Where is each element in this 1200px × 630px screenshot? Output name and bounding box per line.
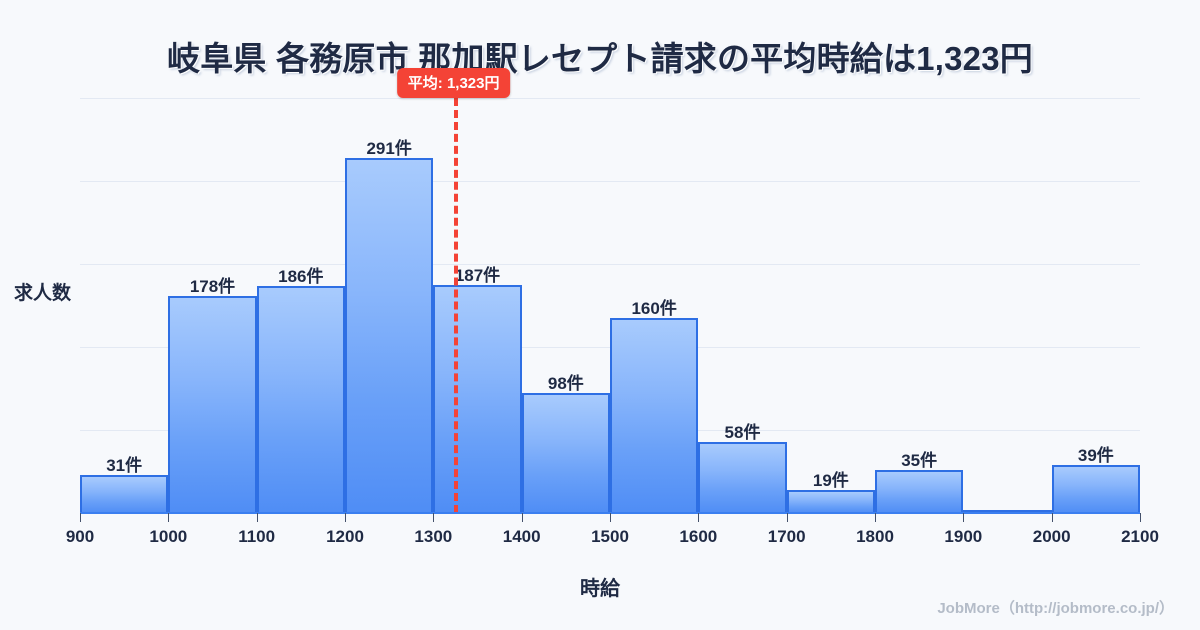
bar[interactable]: [256, 285, 345, 513]
bar-value-label: 187件: [454, 265, 501, 285]
x-tick-mark: [256, 513, 258, 522]
bar[interactable]: [168, 295, 257, 513]
bar[interactable]: [521, 393, 610, 513]
x-tick-label: 1200: [326, 527, 364, 546]
x-axis-title: 時給: [580, 578, 620, 600]
y-axis-title: 求人数: [14, 283, 72, 304]
x-tick-label: 2100: [1121, 527, 1159, 546]
x-tick-mark: [963, 513, 965, 522]
x-tick-mark: [345, 513, 346, 522]
x-tick-mark: [1140, 513, 1141, 522]
bar[interactable]: [963, 510, 1052, 513]
bar-value-label: 160件: [631, 298, 677, 318]
x-tick-mark: [875, 513, 876, 522]
bar-value-label: 31件: [106, 456, 143, 476]
bar[interactable]: [698, 442, 787, 513]
x-tick-label: 1900: [944, 527, 983, 546]
bar-value-label: 186件: [278, 266, 324, 286]
x-tick-label: 1700: [767, 527, 806, 546]
x-tick-label: 900: [65, 527, 95, 546]
bar-value-label: 19件: [812, 470, 849, 490]
bar[interactable]: [345, 157, 434, 513]
bar-value-label: 35件: [901, 451, 938, 471]
x-tick-label: 1100: [238, 527, 276, 546]
bar-value-label: 178件: [189, 276, 236, 296]
x-tick-mark: [521, 513, 523, 522]
bar[interactable]: [80, 475, 169, 513]
x-tick-mark: [786, 513, 788, 522]
bar-value-label: 58件: [724, 423, 761, 443]
x-tick-label: 1300: [414, 527, 453, 546]
average-line: [453, 98, 458, 513]
x-tick-mark: [698, 513, 700, 522]
page-title: 岐阜県 各務原市 那加駅レセプト請求の平均時給は1,323円: [167, 40, 1033, 77]
plot-area: 31件 178件 186件 291件 187件 98件 160件 58件 19件 35件 39件 平…: [80, 68, 1140, 513]
x-tick-label: 1600: [679, 527, 718, 546]
x-tick-mark: [610, 513, 611, 522]
x-tick-label: 1400: [502, 527, 541, 546]
bar[interactable]: [875, 470, 964, 513]
x-tick-label: 2000: [1032, 527, 1071, 546]
x-tick-mark: [168, 513, 170, 522]
x-tick-label: 1800: [856, 527, 894, 546]
x-tick-mark: [1051, 513, 1053, 522]
watermark: JobMore（http://jobmore.co.jp/）: [937, 600, 1174, 617]
bar-value-label: 291件: [366, 138, 412, 158]
bar-value-label: 98件: [547, 374, 584, 394]
x-tick-label: 1000: [149, 527, 188, 546]
bar[interactable]: [786, 489, 875, 513]
bar[interactable]: [433, 284, 522, 513]
average-badge: 平均: 1,323円: [396, 68, 511, 98]
bar[interactable]: [1051, 465, 1140, 513]
x-tick-label: 1500: [591, 527, 629, 546]
bar-series: 31件 178件 186件 291件 187件 98件 160件 58件 19件 35件 39件: [80, 98, 1140, 513]
x-tick-mark: [80, 513, 81, 522]
bar[interactable]: [610, 317, 699, 513]
bar-value-label: 39件: [1077, 446, 1114, 466]
x-axis-ticks: 900 1000 1100 1200 1300 1400 1500 1600 1700 1800 1…: [66, 513, 1159, 553]
x-tick-mark: [433, 513, 435, 522]
